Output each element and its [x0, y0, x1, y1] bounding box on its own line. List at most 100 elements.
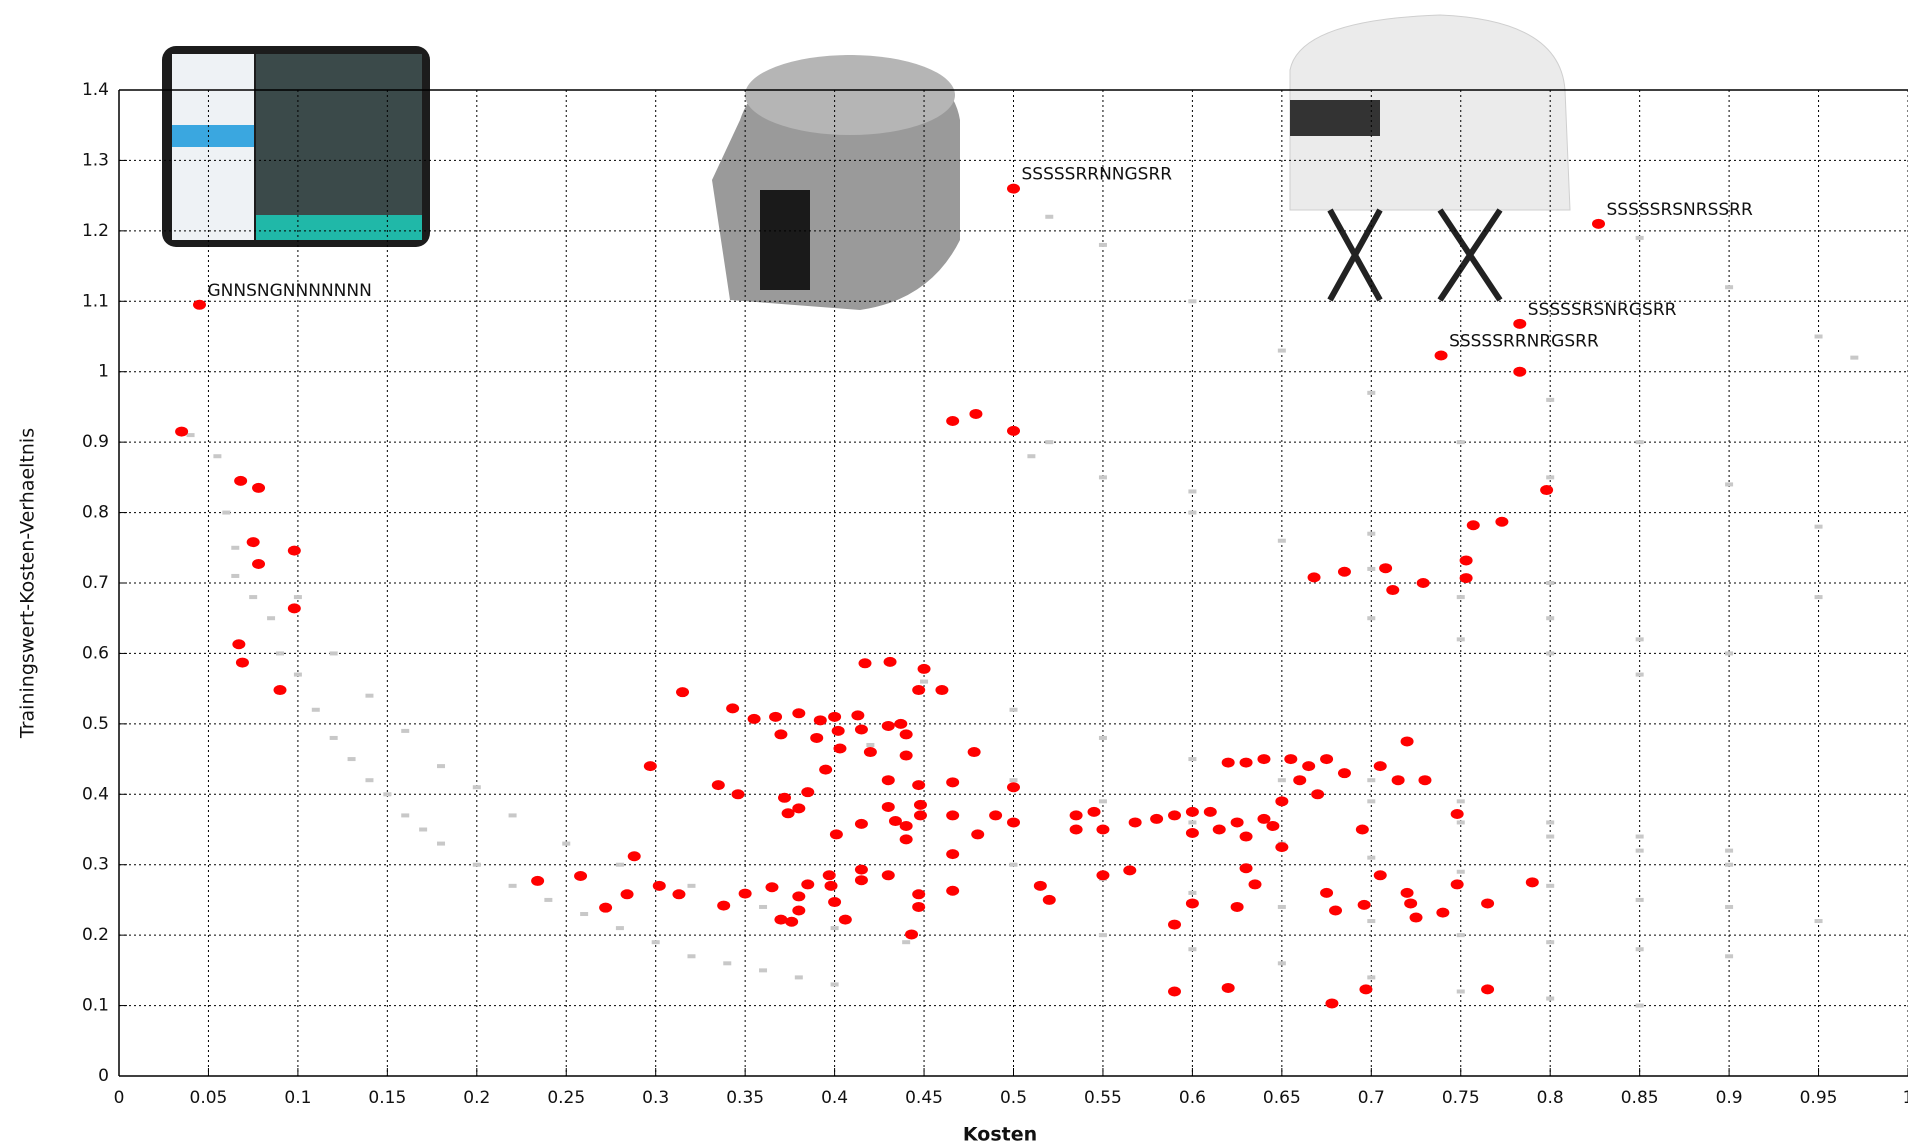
x-tick-label: 0.45 [905, 1088, 943, 1108]
red-point [810, 733, 823, 743]
red-point [1088, 807, 1101, 817]
red-point [1186, 828, 1199, 838]
red-point [814, 715, 827, 725]
gray-point [509, 884, 517, 888]
red-point [672, 889, 685, 899]
gray-point [437, 764, 445, 768]
red-point [748, 714, 761, 724]
gray-point [1278, 778, 1286, 782]
red-point [1329, 905, 1342, 915]
red-point [644, 761, 657, 771]
gray-point [1457, 820, 1465, 824]
x-tick-label: 0.85 [1621, 1088, 1659, 1108]
red-point [1418, 775, 1431, 785]
gray-point [1850, 356, 1858, 360]
red-point [1417, 578, 1430, 588]
gray-point [401, 729, 409, 733]
x-tick-label: 1 [1903, 1088, 1908, 1108]
gray-point [1045, 440, 1053, 444]
gray-point [920, 680, 928, 684]
red-point [531, 876, 544, 886]
red-point [1240, 832, 1253, 842]
red-point [971, 829, 984, 839]
red-point [900, 834, 913, 844]
red-point [1401, 888, 1414, 898]
gray-point [1367, 799, 1375, 803]
red-point [1070, 810, 1083, 820]
red-point [1168, 920, 1181, 930]
gray-point [1367, 391, 1375, 395]
y-tick-label: 0.1 [82, 996, 109, 1016]
red-point [1308, 572, 1321, 582]
gray-point [383, 792, 391, 796]
red-point [1513, 319, 1526, 329]
annotation: SSSSSRRNNGSRR [1022, 165, 1173, 185]
gray-point [616, 863, 624, 867]
red-point [1451, 879, 1464, 889]
x-tick-label: 0.95 [1800, 1088, 1838, 1108]
red-point [1495, 517, 1508, 527]
gray-point [580, 912, 588, 916]
y-tick-label: 0 [98, 1066, 109, 1086]
gray-point [276, 651, 284, 655]
red-point [1379, 563, 1392, 573]
red-point [914, 800, 927, 810]
gray-point [562, 842, 570, 846]
red-point [1460, 573, 1473, 583]
gray-point [365, 778, 373, 782]
red-point [1410, 913, 1423, 923]
red-point [1513, 367, 1526, 377]
y-tick-label: 0.3 [82, 855, 109, 875]
red-point [1007, 817, 1020, 827]
gray-point [1278, 905, 1286, 909]
gray-point [1457, 989, 1465, 993]
red-point [717, 901, 730, 911]
red-point [234, 476, 247, 486]
red-point [946, 777, 959, 787]
y-axis-label: Trainingswert-Kosten-Verhaeltnis [17, 428, 39, 739]
red-point [1222, 983, 1235, 993]
red-point [288, 546, 301, 556]
red-point [653, 881, 666, 891]
red-point [175, 427, 188, 437]
red-point [905, 929, 918, 939]
red-point [1096, 825, 1109, 835]
red-point [855, 724, 868, 734]
red-point [1231, 902, 1244, 912]
red-point [882, 870, 895, 880]
annotation: SSSSSRRNRGSRR [1449, 332, 1599, 352]
gray-point [330, 736, 338, 740]
tablet-banner [256, 215, 422, 240]
red-point [969, 409, 982, 419]
gray-point [616, 926, 624, 930]
red-point [855, 875, 868, 885]
x-tick-label: 0.65 [1263, 1088, 1301, 1108]
gray-point [231, 574, 239, 578]
red-point [628, 851, 641, 861]
red-point [900, 821, 913, 831]
gray-point [294, 595, 302, 599]
red-point [912, 780, 925, 790]
gray-point [1725, 905, 1733, 909]
gray-point [1546, 398, 1554, 402]
red-point [769, 712, 782, 722]
x-tick-label: 0.15 [368, 1088, 406, 1108]
gray-point [1188, 511, 1196, 515]
gray-point [1010, 708, 1018, 712]
gray-point [1725, 482, 1733, 486]
gray-point [687, 884, 695, 888]
red-point [792, 891, 805, 901]
annotation: GNNSNGNNNNNNN [208, 281, 372, 301]
red-point [739, 889, 752, 899]
x-tick-label: 0.3 [642, 1088, 669, 1108]
gray-point [1457, 870, 1465, 874]
gray-point [1099, 799, 1107, 803]
red-point [946, 886, 959, 896]
red-point [1358, 900, 1371, 910]
red-point [1222, 758, 1235, 768]
red-point [1467, 520, 1480, 530]
red-point [765, 882, 778, 892]
gray-point [1725, 651, 1733, 655]
gray-point [1815, 919, 1823, 923]
red-point [774, 729, 787, 739]
